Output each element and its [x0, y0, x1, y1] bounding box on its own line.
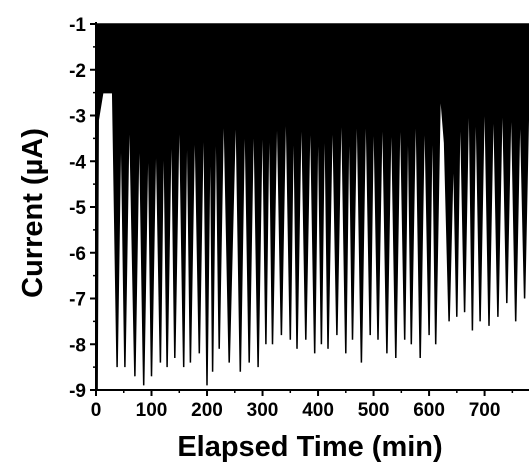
x-tick-label: 300 [247, 400, 279, 421]
plot-area [95, 23, 529, 391]
y-axis: -1 -2 -3 -4 -5 -6 -7 -8 -9 [69, 15, 97, 402]
x-tick-label: 400 [302, 400, 334, 421]
x-tick-label: 100 [136, 400, 168, 421]
y-tick-label: -5 [69, 198, 86, 219]
y-tick-label: -4 [69, 152, 86, 173]
x-tick-label: 0 [91, 400, 102, 421]
y-axis-title: Current (µA) [17, 128, 49, 298]
x-axis-title: Elapsed Time (min) [177, 431, 442, 463]
y-tick-label: -7 [69, 290, 86, 311]
y-tick-label: -9 [69, 381, 86, 402]
x-tick-label: 600 [413, 400, 445, 421]
x-tick-label: 200 [191, 400, 223, 421]
y-tick-label: -6 [69, 244, 86, 265]
y-tick-label: -8 [69, 335, 86, 356]
y-tick-label: -1 [69, 15, 86, 36]
x-tick-label: 700 [469, 400, 501, 421]
current-trace-area [95, 23, 529, 391]
y-tick-label: -3 [69, 107, 86, 128]
x-tick-label: 500 [358, 400, 390, 421]
y-tick-label: -2 [69, 61, 86, 82]
x-axis: 0 100 200 300 400 500 600 700 [91, 389, 529, 421]
